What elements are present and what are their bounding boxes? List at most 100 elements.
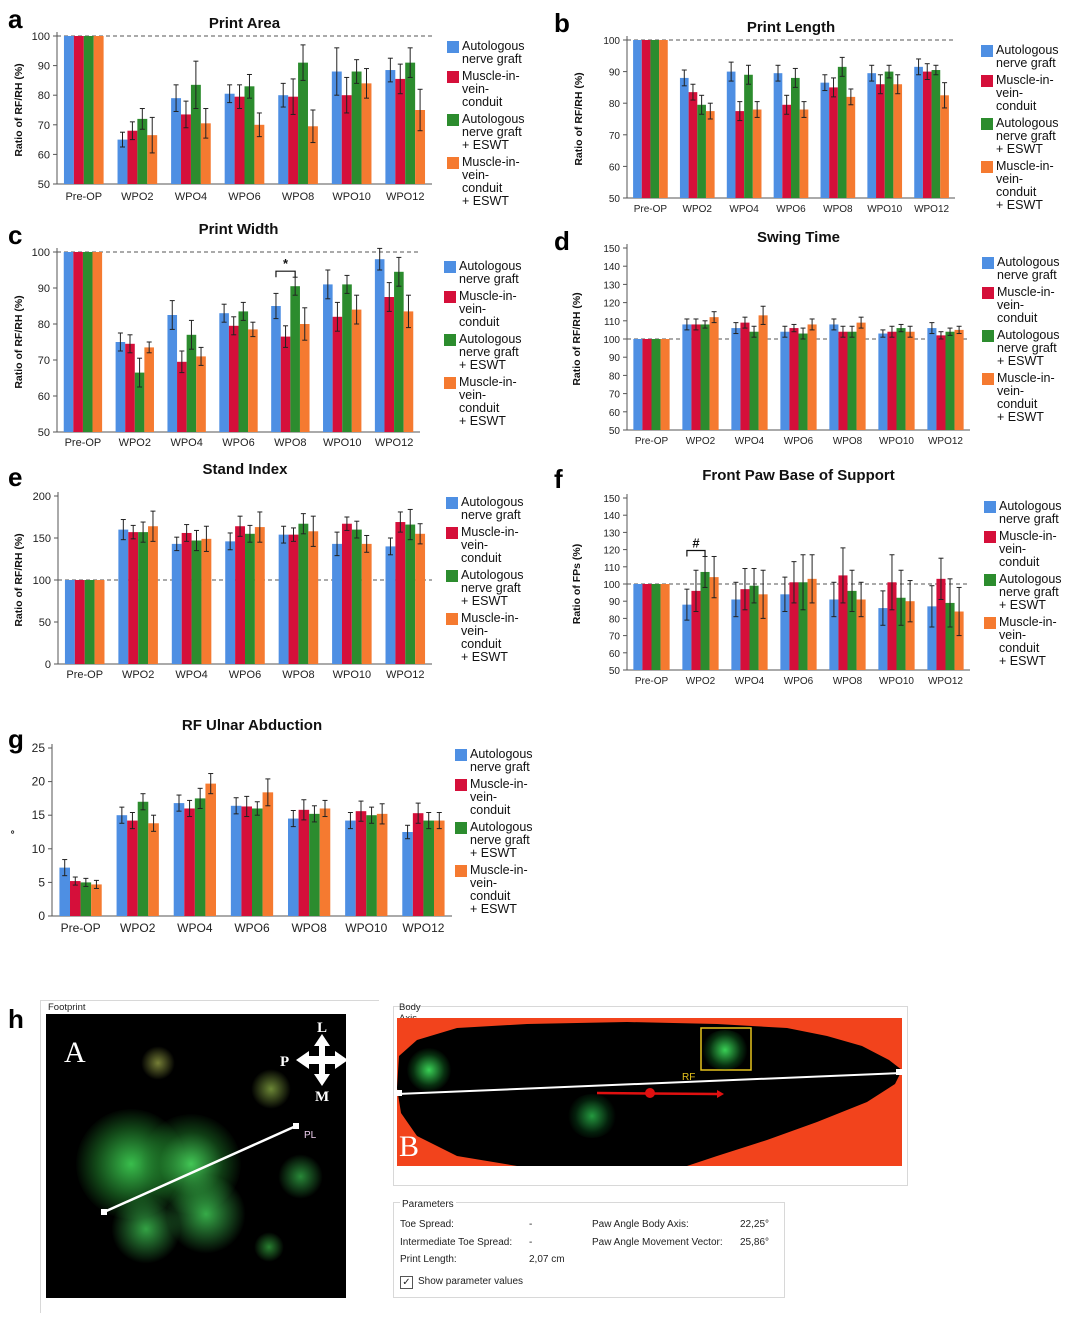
legend-label: Muscle-in- vein-conduit + ESWT — [459, 375, 517, 428]
x-tick-label: WPO4 — [170, 437, 202, 448]
bar — [660, 339, 670, 430]
bar — [945, 331, 955, 430]
bar — [758, 315, 768, 430]
bar — [137, 118, 148, 184]
bar — [307, 126, 318, 184]
bar — [847, 331, 857, 430]
x-tick-label: WPO12 — [386, 191, 425, 203]
bar — [633, 40, 642, 198]
y-tick-label: 130 — [603, 280, 620, 291]
legend: Autologous nerve graft Muscle-in- vein-co… — [982, 256, 1060, 428]
y-tick-label: 150 — [603, 494, 620, 505]
bar — [838, 331, 848, 430]
bar — [228, 325, 239, 432]
bar — [749, 331, 759, 430]
bar — [298, 62, 308, 184]
bar — [361, 543, 372, 664]
bar — [94, 580, 105, 664]
bar — [791, 77, 800, 198]
y-tick-label: 110 — [604, 563, 620, 574]
legend-label: Muscle-in- vein-conduit + ESWT — [470, 863, 528, 916]
bar — [323, 284, 333, 432]
y-tick-label: 5 — [38, 875, 45, 889]
x-tick-label: WPO6 — [222, 437, 254, 448]
y-tick-label: 140 — [603, 511, 620, 522]
compass-left: P — [280, 1054, 290, 1070]
x-tick-label: WPO8 — [274, 437, 306, 448]
x-tick-label: WPO4 — [735, 436, 765, 447]
body-axis-paw — [701, 1030, 749, 1070]
bar — [423, 820, 434, 916]
legend-label: Muscle-in- vein-conduit — [470, 777, 528, 817]
x-tick-label: Pre-OP — [635, 436, 669, 447]
legend-label: Autologous nerve graft + ESWT — [462, 112, 525, 152]
x-tick-label: WPO4 — [735, 676, 765, 687]
bar — [405, 62, 416, 184]
bar — [171, 98, 182, 184]
x-tick-label: Pre-OP — [65, 437, 102, 448]
body-axis-view: RF B — [397, 1018, 902, 1166]
bar — [332, 316, 343, 432]
param-label: Print Length: — [400, 1254, 457, 1265]
legend-item: Muscle-in- vein-conduit — [982, 286, 1060, 325]
legend-swatch — [447, 41, 459, 53]
bar — [225, 541, 236, 664]
bar — [241, 806, 252, 916]
param-value: - — [529, 1219, 533, 1230]
bar — [856, 322, 866, 430]
bar — [74, 580, 85, 664]
legend-swatch — [981, 118, 993, 130]
panel-label: g — [8, 724, 24, 754]
x-tick-label: WPO4 — [175, 191, 207, 203]
x-tick-label: WPO4 — [175, 669, 207, 681]
bar — [878, 333, 888, 430]
bar — [341, 523, 352, 664]
legend-item: Muscle-in- vein-conduit + ESWT — [982, 372, 1060, 424]
bar — [332, 543, 342, 664]
bar — [385, 70, 396, 184]
y-tick-label: 130 — [603, 528, 620, 539]
y-tick-label: 10 — [32, 842, 46, 856]
body-axis-frame — [393, 1006, 908, 1186]
legend-item: Autologous nerve graft + ESWT — [446, 569, 524, 608]
legend-item: Autologous nerve graft + ESWT — [447, 113, 525, 152]
bar — [878, 608, 888, 670]
bar — [395, 522, 406, 664]
legend-item: Muscle-in- vein-conduit — [447, 70, 525, 109]
bar — [355, 811, 367, 916]
bar — [148, 823, 159, 916]
bar — [82, 252, 93, 432]
y-axis-label: Ratio of RF/RH (%) — [573, 72, 585, 165]
bar — [773, 73, 783, 198]
bar — [838, 575, 848, 670]
bar — [138, 532, 149, 664]
bar — [186, 334, 197, 432]
legend-label: Autologous nerve graft — [996, 43, 1059, 70]
show-values-label: Show parameter values — [418, 1276, 524, 1287]
legend-label: Autologous nerve graft — [999, 499, 1062, 526]
bar — [922, 71, 932, 198]
bar — [230, 805, 242, 916]
bar — [893, 84, 903, 198]
y-tick-label: 60 — [38, 391, 50, 403]
footprint-toe — [141, 1046, 175, 1080]
show-values-checkbox[interactable]: ✓ — [400, 1276, 413, 1289]
y-tick-label: 60 — [609, 162, 621, 173]
bar — [905, 601, 915, 670]
bar — [780, 331, 790, 430]
bar — [829, 599, 839, 670]
bar — [341, 95, 352, 184]
y-tick-label: 70 — [38, 355, 50, 367]
legend-swatch — [446, 497, 458, 509]
bar — [867, 73, 877, 198]
pl-label: PL — [304, 1130, 317, 1141]
x-tick-label: WPO8 — [291, 921, 327, 935]
bar — [345, 820, 356, 916]
x-tick-label: Pre-OP — [65, 191, 102, 203]
bar — [940, 95, 949, 198]
bar — [744, 74, 753, 198]
panel-label: c — [8, 220, 23, 250]
x-tick-label: WPO4 — [729, 204, 759, 215]
bar — [331, 71, 342, 184]
legend-label: Muscle-in- vein-conduit — [459, 289, 517, 329]
